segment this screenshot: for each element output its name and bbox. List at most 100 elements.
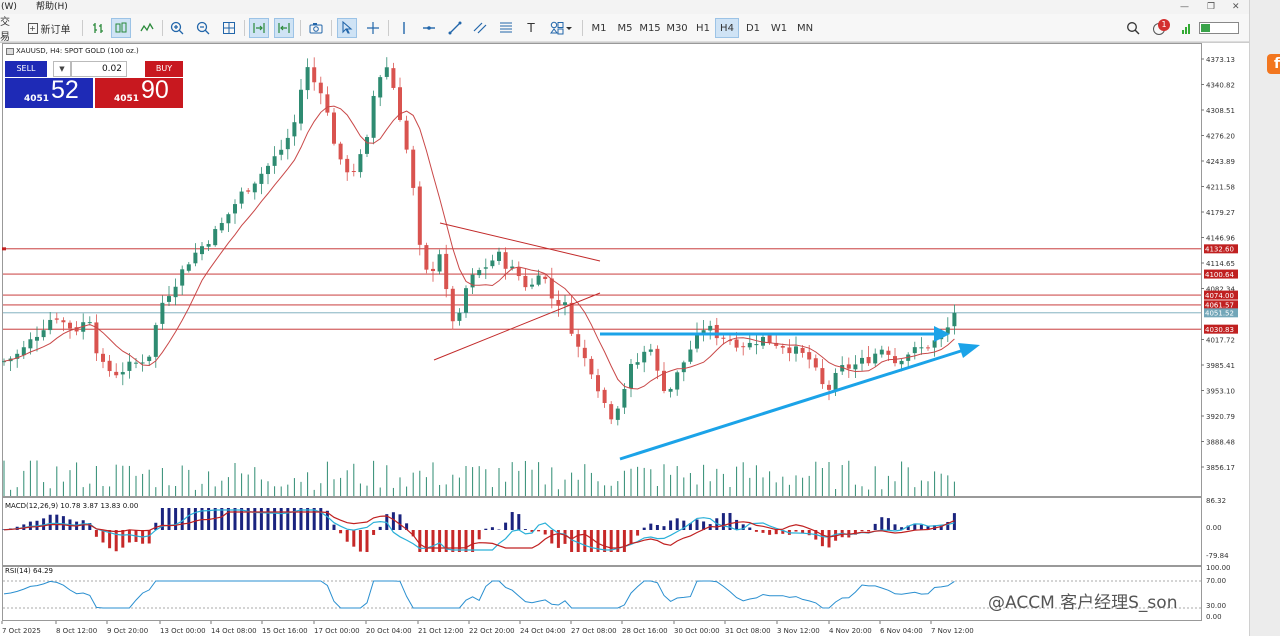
cursor-icon[interactable] (337, 18, 357, 38)
candle-body (259, 173, 264, 184)
candle-body (490, 260, 495, 267)
candle-body (642, 351, 647, 363)
candle-body (609, 404, 614, 420)
sell-button[interactable]: SELL (5, 61, 47, 77)
price-tick-label: 3888.48 (1206, 439, 1235, 447)
time-axis-label: 22 Oct 20:00 (469, 627, 515, 635)
timeframe-d1[interactable]: D1 (745, 22, 761, 34)
app-logo-icon[interactable]: f (1267, 54, 1280, 74)
connection-status-icon[interactable] (1197, 18, 1241, 38)
buy-button[interactable]: BUY (145, 61, 183, 77)
watermark: @ACCM 客户经理S_son (988, 593, 1178, 613)
candle-body (226, 214, 231, 224)
timeframe-h1[interactable]: H1 (696, 22, 710, 34)
lot-decrease-button[interactable]: ▼ (53, 61, 71, 77)
bar-chart-icon[interactable] (88, 18, 108, 38)
time-axis-label: 8 Oct 12:00 (56, 627, 97, 635)
price-tick-label: 4146.96 (1206, 235, 1235, 243)
macd-tick-label: 0.00 (1206, 524, 1222, 532)
lot-size-input[interactable]: 0.02 (71, 61, 127, 77)
time-axis-label: 3 Nov 12:00 (777, 627, 820, 635)
candle-body (457, 312, 462, 321)
menu-window[interactable]: (W) (1, 2, 17, 12)
zoom-out-icon[interactable] (193, 18, 213, 38)
candle-body (794, 346, 798, 354)
fibonacci-icon[interactable] (496, 18, 516, 38)
candle-body (391, 68, 396, 88)
grid-icon[interactable] (219, 18, 239, 38)
level-label: 4074.00 (1205, 292, 1234, 300)
candle-body (160, 302, 165, 324)
buy-price[interactable]: 4051 90 (95, 76, 183, 108)
chart-shift-icon[interactable] (274, 18, 294, 38)
candle-body (127, 361, 132, 371)
candle-body (15, 353, 20, 359)
new-order-button[interactable]: + 新订单 (24, 18, 74, 38)
candle-body (510, 266, 515, 269)
candlestick-chart-icon[interactable] (111, 18, 131, 38)
candle-body (299, 89, 303, 124)
line-chart-icon[interactable] (137, 18, 157, 38)
timeframe-m1[interactable]: M1 (591, 22, 607, 34)
vertical-line-icon[interactable] (394, 18, 414, 38)
close-icon[interactable]: ✕ (1232, 2, 1240, 12)
candle-body (945, 327, 950, 334)
crosshair-icon[interactable] (363, 18, 383, 38)
macd-pane (2, 497, 1202, 566)
candle-body (866, 357, 871, 364)
candles (2, 57, 957, 426)
timeframe-w1[interactable]: W1 (770, 22, 788, 34)
trendline-icon[interactable] (445, 18, 465, 38)
candle-body (28, 339, 33, 349)
level-label-bg (1204, 324, 1238, 334)
time-axis-label: 31 Oct 08:00 (725, 627, 771, 635)
macd-signal-line (3, 511, 955, 549)
shapes-icon[interactable] (547, 18, 575, 38)
channel-icon[interactable] (470, 18, 490, 38)
restore-icon[interactable]: ❐ (1207, 2, 1216, 12)
autoscroll-icon[interactable] (249, 18, 269, 38)
sell-price[interactable]: 4051 52 (5, 76, 93, 108)
candle-body (371, 95, 376, 138)
timeframe-m30[interactable]: M30 (666, 22, 688, 34)
search-icon[interactable] (1124, 18, 1142, 38)
candle-body (450, 288, 455, 322)
candle-body (305, 67, 310, 91)
timeframe-mn[interactable]: MN (796, 22, 814, 34)
candle-body (530, 284, 534, 287)
candle-body (648, 349, 653, 352)
zoom-in-icon[interactable] (167, 18, 187, 38)
candle-body (206, 244, 211, 247)
candle-body (886, 350, 891, 355)
candle-body (398, 87, 402, 120)
horizontal-line-icon[interactable] (419, 18, 439, 38)
candle-body (140, 362, 145, 364)
candle-body (120, 372, 125, 375)
candle-body (437, 254, 442, 272)
candle-body (767, 335, 772, 344)
candle-body (470, 274, 475, 288)
notifications-icon[interactable]: 1 (1150, 18, 1170, 38)
menu-help[interactable]: 帮助(H) (36, 2, 68, 12)
minimize-icon[interactable]: — (1180, 2, 1189, 12)
candle-body (404, 120, 409, 150)
chart-window[interactable]: 4373.13 4340.82 4308.51 4276.20 4243.89 4211.… (0, 42, 1249, 636)
time-axis-label: 30 Oct 00:00 (674, 627, 720, 635)
buy-price-pips: 90 (141, 76, 169, 104)
support-arrow-line (619, 348, 965, 461)
candle-body (813, 358, 818, 368)
trade-menu[interactable]: 交易 (0, 17, 10, 43)
price-chart[interactable]: 4373.13 4340.82 4308.51 4276.20 4243.89 4211.… (0, 43, 1249, 636)
timeframe-m15[interactable]: M15 (639, 22, 661, 34)
candle-body (35, 336, 39, 341)
sell-price-pips: 52 (51, 76, 79, 104)
text-tool-icon[interactable]: T (527, 21, 535, 35)
timeframe-m5[interactable]: M5 (617, 22, 633, 34)
signal-icon[interactable] (1180, 18, 1194, 38)
timeframe-h4[interactable]: H4 (715, 18, 739, 38)
new-order-label: 新订单 (40, 24, 71, 36)
candle-body (384, 67, 389, 77)
screenshot-icon[interactable] (306, 18, 326, 38)
candle-body (780, 346, 785, 348)
